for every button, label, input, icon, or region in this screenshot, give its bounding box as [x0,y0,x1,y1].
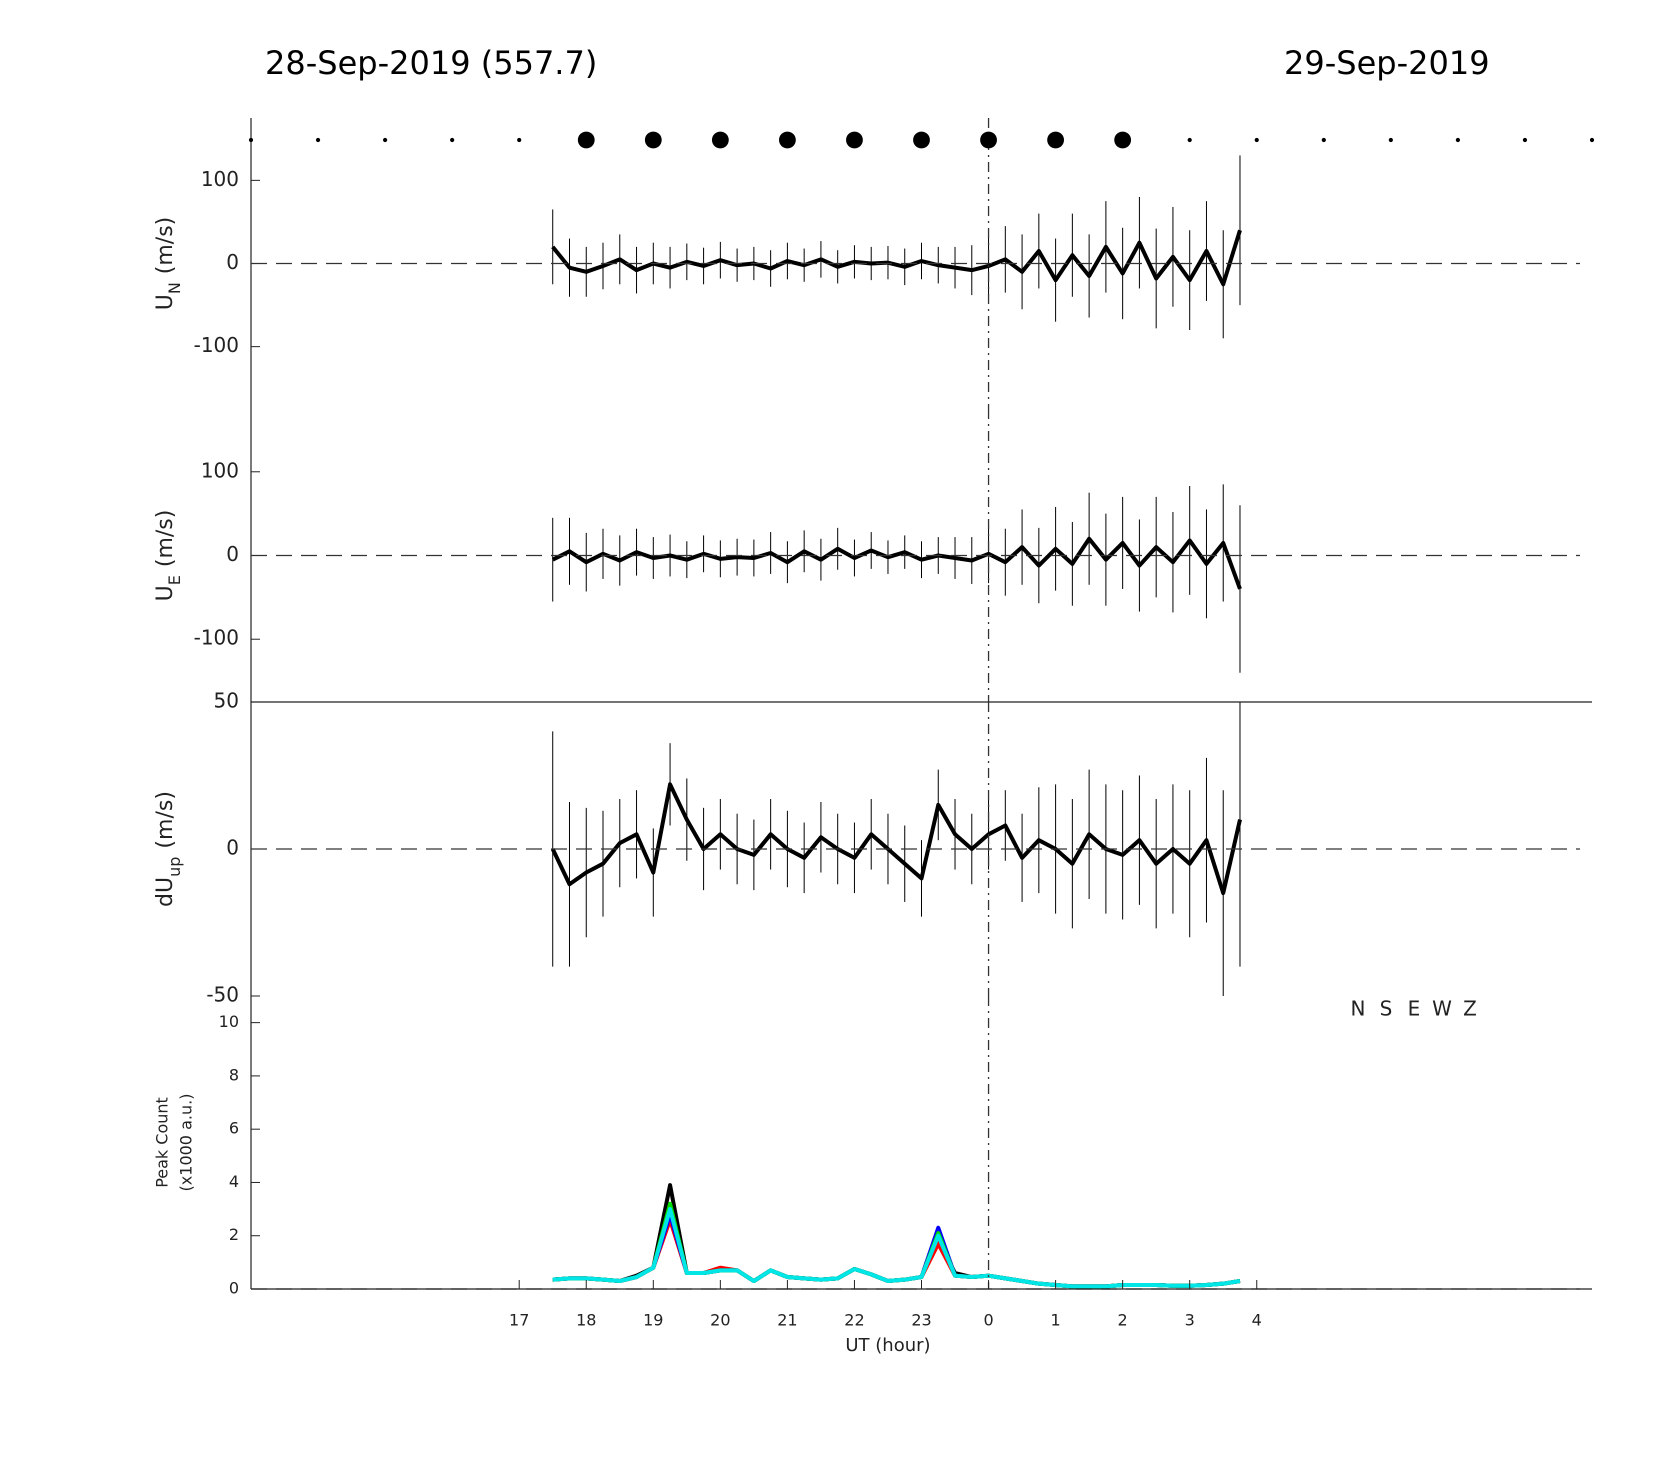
panel-data [551,484,1242,673]
x-tick-label: 23 [911,1311,931,1330]
indicator-dot [248,137,254,143]
y-label-unit: (m/s) [153,510,178,567]
indicator-dot [383,137,388,143]
x-axis-label: UT (hour) [845,1335,930,1356]
x-tick-label: 19 [643,1311,663,1330]
x-tick-label: 17 [509,1311,529,1330]
y-tick-label: 10 [219,1012,239,1031]
y-tick-label: 6 [229,1119,239,1138]
indicator-dot [577,131,595,149]
x-tick-label: 0 [983,1311,993,1330]
y-tick-label: 0 [229,1279,239,1298]
indicator-dot [913,131,930,149]
x-tick-label: 1 [1051,1311,1061,1330]
indicator-dot [315,137,321,143]
y-label-unit: (m/s) [153,791,178,848]
chart-title-right: 29-Sep-2019 [1284,44,1490,82]
legend-entry: N [1351,997,1366,1021]
indicator-dot [1187,137,1192,143]
legend-entry: S [1380,997,1393,1021]
series-line [552,1207,1241,1289]
indicator-dot [1388,137,1393,143]
indicator-dot [517,137,522,143]
indicator-dot [779,131,796,149]
indicator-dot [1114,131,1132,149]
series-line [552,1201,1241,1289]
y-label-sub: N [165,282,184,294]
y-label-main: U [153,294,178,310]
x-tick-label: 22 [844,1311,864,1330]
y-label-sub: up [165,857,184,877]
legend-entry: Z [1463,997,1477,1021]
y-axis-label: Peak Count [153,1097,172,1188]
data-line [551,229,1242,287]
y-tick-label: 50 [214,689,239,713]
y-tick-label: 0 [226,250,239,274]
y-tick-label: -100 [194,333,239,357]
indicator-dot [711,131,729,149]
x-tick-label: 2 [1118,1311,1128,1330]
x-tick-label: 21 [777,1311,797,1330]
data-line [550,782,1242,896]
indicator-dot [1522,137,1528,143]
panel-data [552,1183,1241,1289]
indicator-dot [980,131,997,149]
x-tick-label: 4 [1252,1311,1262,1330]
y-tick-label: 100 [201,458,239,482]
data-line [551,536,1242,590]
indicator-dot [1589,137,1595,143]
legend-entry: W [1432,997,1452,1021]
y-axis-label: dUup (m/s) [153,791,184,907]
indicator-dot [1455,137,1460,143]
y-label-main: dU [153,877,178,907]
panel-data [550,702,1242,996]
y-axis-label: UN (m/s) [153,217,184,311]
series-line [552,1183,1241,1289]
y-tick-label: -50 [206,983,239,1007]
y-tick-label: 0 [226,542,239,566]
x-tick-label: 3 [1185,1311,1195,1330]
y-axis-label: UE (m/s) [153,510,184,602]
x-tick-label: 20 [710,1311,730,1330]
panel-data [551,155,1242,339]
legend-entry: E [1408,997,1421,1021]
y-tick-label: 0 [226,836,239,860]
chart-title-left: 28-Sep-2019 (557.7) [265,44,597,82]
x-tick-label: 18 [576,1311,596,1330]
y-tick-label: 8 [229,1065,239,1084]
y-tick-label: 100 [201,167,239,191]
indicator-dot [450,137,455,143]
y-label-main: U [153,585,178,601]
indicator-dot [1321,137,1326,143]
y-tick-label: 4 [229,1172,239,1191]
y-label-sub: E [165,575,184,585]
indicator-dot [1254,137,1259,143]
y-tick-label: 2 [229,1225,239,1244]
indicator-dot [644,131,662,149]
indicator-dot [1047,131,1064,149]
indicator-dot [846,131,863,149]
y-tick-label: -100 [194,626,239,650]
y-label-unit: (m/s) [153,217,178,274]
y-axis-label: (x1000 a.u.) [177,1094,196,1192]
